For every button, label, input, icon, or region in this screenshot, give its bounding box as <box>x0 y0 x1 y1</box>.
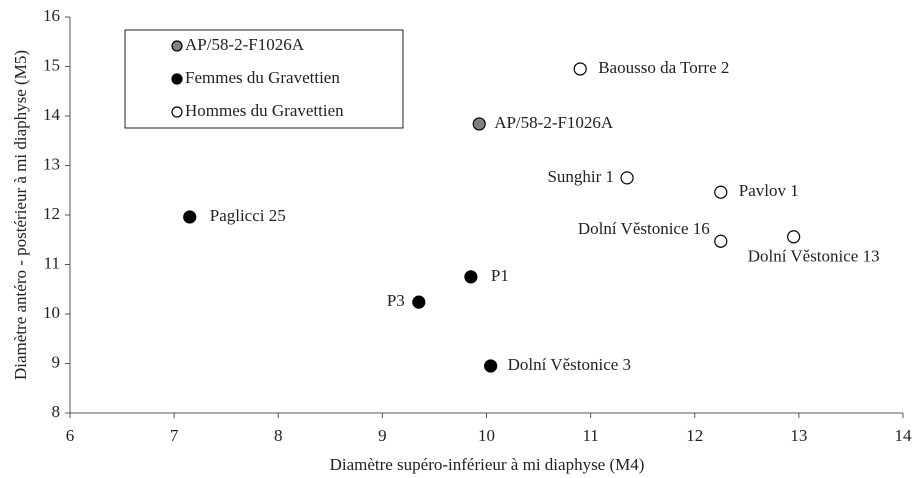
point-label: Paglicci 25 <box>210 206 286 225</box>
point-label: Dolní Věstonice 13 <box>748 247 880 266</box>
y-tick-label: 16 <box>43 6 60 25</box>
y-tick-label: 13 <box>43 154 60 173</box>
x-tick-label: 8 <box>274 426 283 445</box>
y-tick-label: 10 <box>43 303 60 322</box>
x-tick-label: 13 <box>790 426 807 445</box>
y-tick-label: 9 <box>52 352 61 371</box>
point <box>787 230 801 244</box>
point <box>573 62 587 76</box>
x-tick-label: 9 <box>378 426 387 445</box>
x-tick-label: 7 <box>170 426 179 445</box>
legend-marker <box>171 106 183 118</box>
x-axis-title: Diamètre supéro-inférieur à mi diaphyse … <box>330 455 645 474</box>
x-tick-label: 10 <box>478 426 495 445</box>
x-tick-label: 12 <box>686 426 703 445</box>
x-tick-label: 14 <box>895 426 913 445</box>
point <box>183 210 197 224</box>
point-label: Pavlov 1 <box>739 181 799 200</box>
legend-marker <box>171 40 183 52</box>
point-label: Sunghir 1 <box>547 167 614 186</box>
point-label: P1 <box>491 266 509 285</box>
point <box>714 234 728 248</box>
y-axis-title: Diamètre antéro - postérieur à mi diaphy… <box>11 50 30 380</box>
y-tick-label: 15 <box>43 55 60 74</box>
point <box>412 295 426 309</box>
legend-label: Hommes du Gravettien <box>185 101 344 120</box>
legend-box <box>124 29 404 129</box>
point-label: Dolní Věstonice 3 <box>508 355 631 374</box>
point-label: P3 <box>387 291 405 310</box>
y-tick-label: 11 <box>44 253 60 272</box>
point <box>714 185 728 199</box>
x-tick-label: 6 <box>66 426 75 445</box>
legend-marker <box>171 73 183 85</box>
point-label: Dolní Věstonice 16 <box>578 219 710 238</box>
y-tick-label: 12 <box>43 204 60 223</box>
legend-label: Femmes du Gravettien <box>185 68 340 87</box>
point <box>484 359 498 373</box>
point-label: AP/58-2-F1026A <box>494 113 614 132</box>
point-label: Baousso da Torre 2 <box>598 58 729 77</box>
legend-label: AP/58-2-F1026A <box>185 35 305 54</box>
x-tick-label: 11 <box>582 426 598 445</box>
point <box>620 171 634 185</box>
y-tick-label: 8 <box>52 402 61 421</box>
point <box>472 117 486 131</box>
point <box>464 270 478 284</box>
y-tick-label: 14 <box>43 105 61 124</box>
